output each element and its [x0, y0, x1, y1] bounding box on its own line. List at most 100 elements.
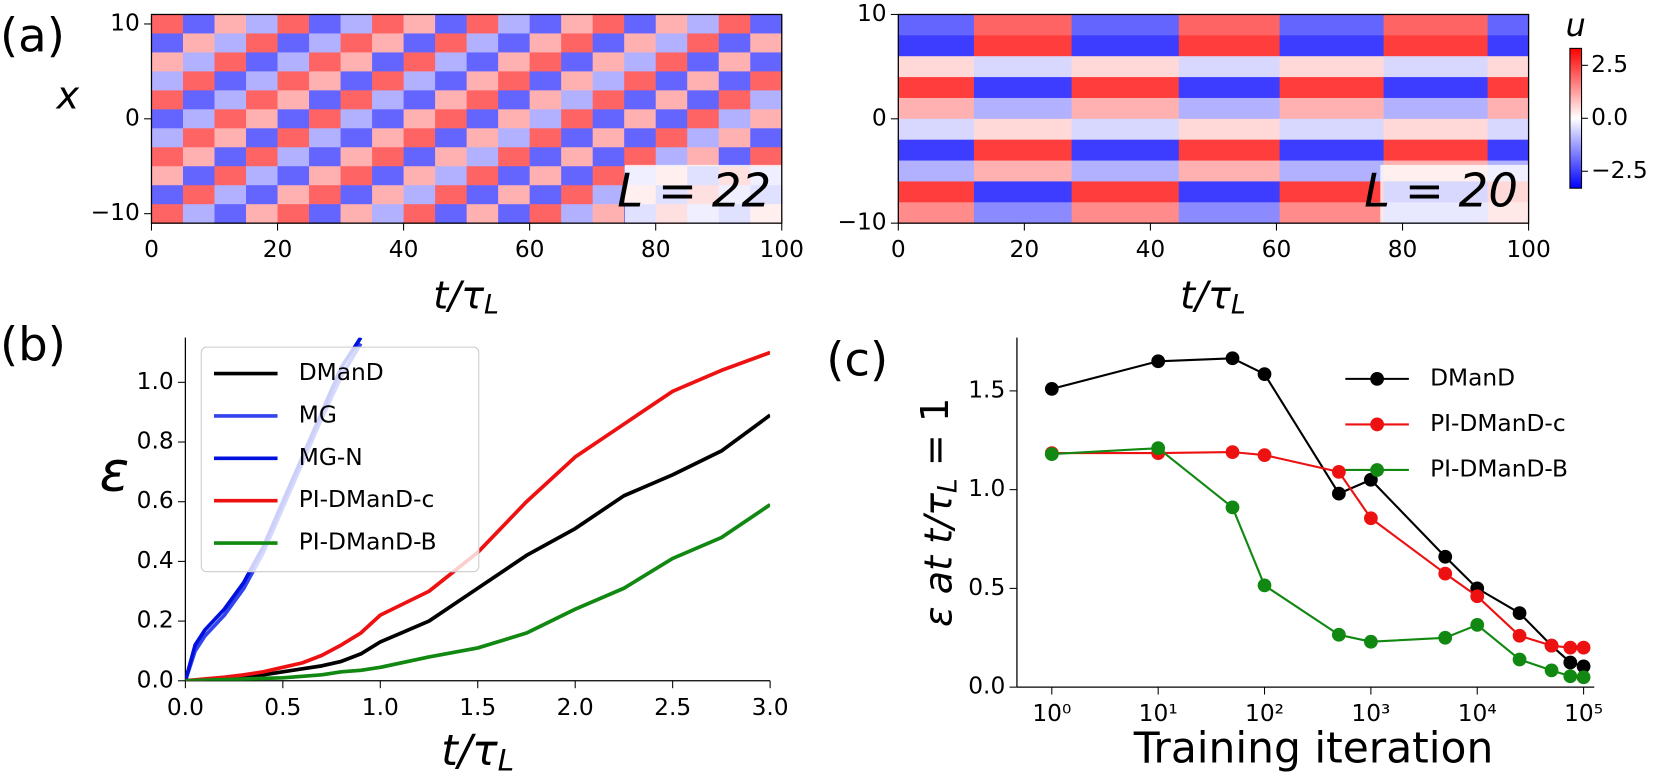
y-axis-label: x: [56, 74, 80, 118]
x-tick-label: 0: [144, 236, 159, 263]
heat-cell: [340, 128, 373, 148]
heat-cell: [750, 128, 783, 148]
heat-cell: [1178, 35, 1281, 57]
heat-cell: [655, 52, 688, 72]
heat-cell: [1279, 35, 1385, 57]
heat-cell: [372, 204, 405, 224]
heat-cell: [435, 204, 468, 224]
legend-marker: [1370, 417, 1384, 432]
heat-cell: [1383, 35, 1489, 57]
heat-cell: [466, 147, 499, 167]
x-tick-label: 1.0: [362, 694, 399, 721]
heat-cell: [151, 71, 184, 91]
heat-cell: [372, 33, 405, 53]
heat-cell: [529, 128, 562, 148]
heat-cell: [898, 181, 975, 203]
heat-cell: [340, 147, 373, 167]
heat-cell: [529, 204, 562, 224]
heat-cell: [277, 147, 310, 167]
heat-cell: [561, 147, 594, 167]
heat-cell: [309, 52, 342, 72]
heat-cell: [435, 109, 468, 129]
heat-cell: [1071, 160, 1180, 182]
marker: [1470, 618, 1485, 632]
marker: [1225, 445, 1240, 459]
heat-cell: [1071, 97, 1180, 120]
heat-cell: [1383, 97, 1489, 120]
x-tick-label: 0: [891, 236, 906, 263]
heat-cell: [1071, 35, 1180, 57]
heat-cell: [403, 166, 436, 186]
heat-cell: [1178, 77, 1281, 99]
x-tick-label: 100: [1506, 236, 1550, 263]
heat-cell: [246, 71, 279, 91]
heat-cell: [214, 52, 247, 72]
colorbar-label: u: [1566, 8, 1586, 44]
x-tick-label: 0.5: [264, 694, 301, 721]
x-tick-label: 40: [389, 236, 419, 263]
heat-cell: [182, 204, 216, 224]
marker: [1563, 669, 1578, 684]
colorbar: [1569, 47, 1583, 189]
y-tick-label: 1.0: [968, 475, 1005, 502]
x-tick-label: 20: [1010, 236, 1040, 263]
heat-cell: [466, 185, 499, 205]
y-tick-label: 0.2: [137, 607, 174, 634]
marker: [1225, 500, 1240, 515]
heat-cell: [973, 181, 1073, 203]
heat-cell: [403, 185, 436, 205]
heat-cell: [466, 33, 499, 53]
heat-cell: [1178, 202, 1281, 224]
heat-cell: [1279, 77, 1385, 99]
marker: [1512, 652, 1527, 667]
x-tick-label: 60: [515, 236, 545, 263]
heat-cell: [151, 128, 184, 148]
x-axis-label-main: Training iteration: [1133, 723, 1494, 772]
heat-cell: [403, 90, 436, 110]
heat-cell: [973, 202, 1073, 224]
heat-cell: [1178, 181, 1281, 203]
heat-cell: [592, 166, 625, 186]
heat-cell: [403, 52, 436, 72]
x-tick-label: 0.0: [167, 694, 204, 721]
heat-cell: [277, 109, 310, 129]
marker: [1331, 486, 1346, 501]
heat-cell: [277, 52, 310, 72]
heat-cell: [1071, 118, 1180, 141]
heat-cell: [214, 147, 247, 167]
heat-cell: [182, 185, 216, 205]
heat-cell: [182, 90, 216, 110]
heat-cell: [151, 166, 184, 186]
heat-cell: [1071, 56, 1180, 78]
heat-cell: [687, 109, 720, 129]
marker: [1512, 606, 1527, 620]
heat-cell: [718, 128, 751, 148]
legend-label: DManD: [299, 359, 384, 386]
heat-cell: [624, 109, 657, 129]
heat-cell: [973, 14, 1073, 36]
heat-cell: [277, 166, 310, 186]
x-axis-label-main: t/τ: [441, 725, 498, 774]
legend-label: MG: [299, 401, 337, 428]
series-line: [185, 350, 771, 681]
annotation-box: [1380, 164, 1529, 224]
heat-cell: [466, 109, 499, 129]
legend-label: PI-DManD-c: [299, 486, 435, 513]
x-tick-label: 10²: [1245, 700, 1284, 727]
x-tick-label: 2.0: [557, 694, 594, 721]
heat-cell: [498, 71, 531, 91]
x-axis-label: t/τL: [433, 273, 499, 320]
x-tick-label: 80: [641, 236, 671, 263]
heat-cell: [246, 185, 279, 205]
heat-cell: [214, 166, 247, 186]
heat-cell: [1383, 56, 1489, 78]
panel-label: (c): [826, 332, 888, 386]
heat-cell: [1071, 202, 1180, 224]
heat-cell: [655, 147, 688, 167]
heat-cell: [277, 71, 310, 91]
heat-cell: [624, 52, 657, 72]
heat-cell: [1279, 160, 1385, 182]
heat-cell: [561, 71, 594, 91]
panel-label: (b): [0, 318, 66, 372]
